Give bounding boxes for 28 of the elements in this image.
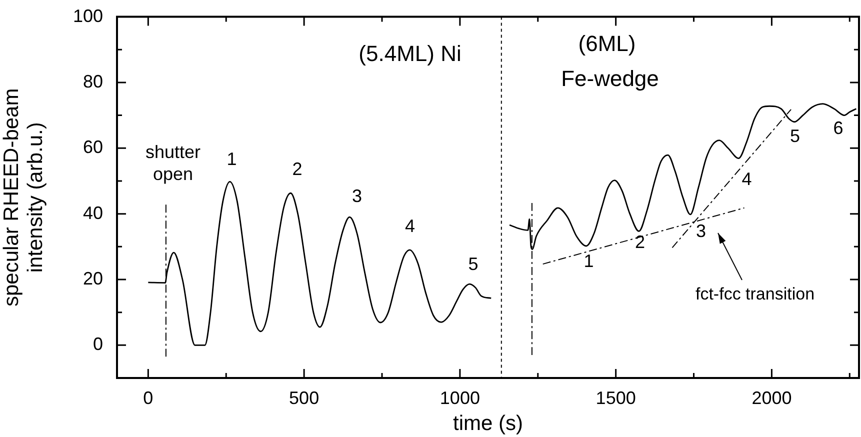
annotation: 3 (696, 220, 706, 241)
x-tick-label: 1500 (596, 388, 636, 408)
annotation: 1 (584, 250, 594, 271)
x-tick-label: 2000 (752, 388, 792, 408)
annotation: shutter open (145, 142, 201, 184)
annotation: 5 (790, 126, 800, 146)
y-tick-label: 80 (82, 71, 103, 92)
x-tick-label: 0 (143, 388, 154, 408)
annotation: fct-fcc transition (695, 284, 815, 304)
annotation: Fe-wedge (561, 66, 659, 92)
y-tick-label: 0 (92, 334, 103, 354)
annotation: 4 (742, 168, 752, 189)
annotation: 2 (292, 158, 302, 179)
x-axis-title: time (s) (453, 412, 523, 436)
y-axis-title: specular RHEED-beam intensity (arb.u.) (0, 88, 48, 307)
y-tick-label: 40 (82, 202, 103, 223)
annotation: 5 (468, 254, 478, 274)
x-tick-label: 1000 (440, 388, 480, 408)
annotation: 1 (226, 148, 237, 169)
y-tick-label: 60 (82, 137, 103, 158)
y-tick-label: 20 (82, 268, 103, 288)
annotation: 6 (833, 118, 844, 138)
annotation: 3 (352, 186, 362, 206)
y-tick-label: 100 (72, 6, 103, 26)
annotation: (6ML) (578, 31, 636, 56)
annotation: (5.4ML) Ni (358, 41, 462, 66)
x-tick-label: 500 (289, 388, 320, 408)
annotation: 4 (404, 216, 416, 236)
